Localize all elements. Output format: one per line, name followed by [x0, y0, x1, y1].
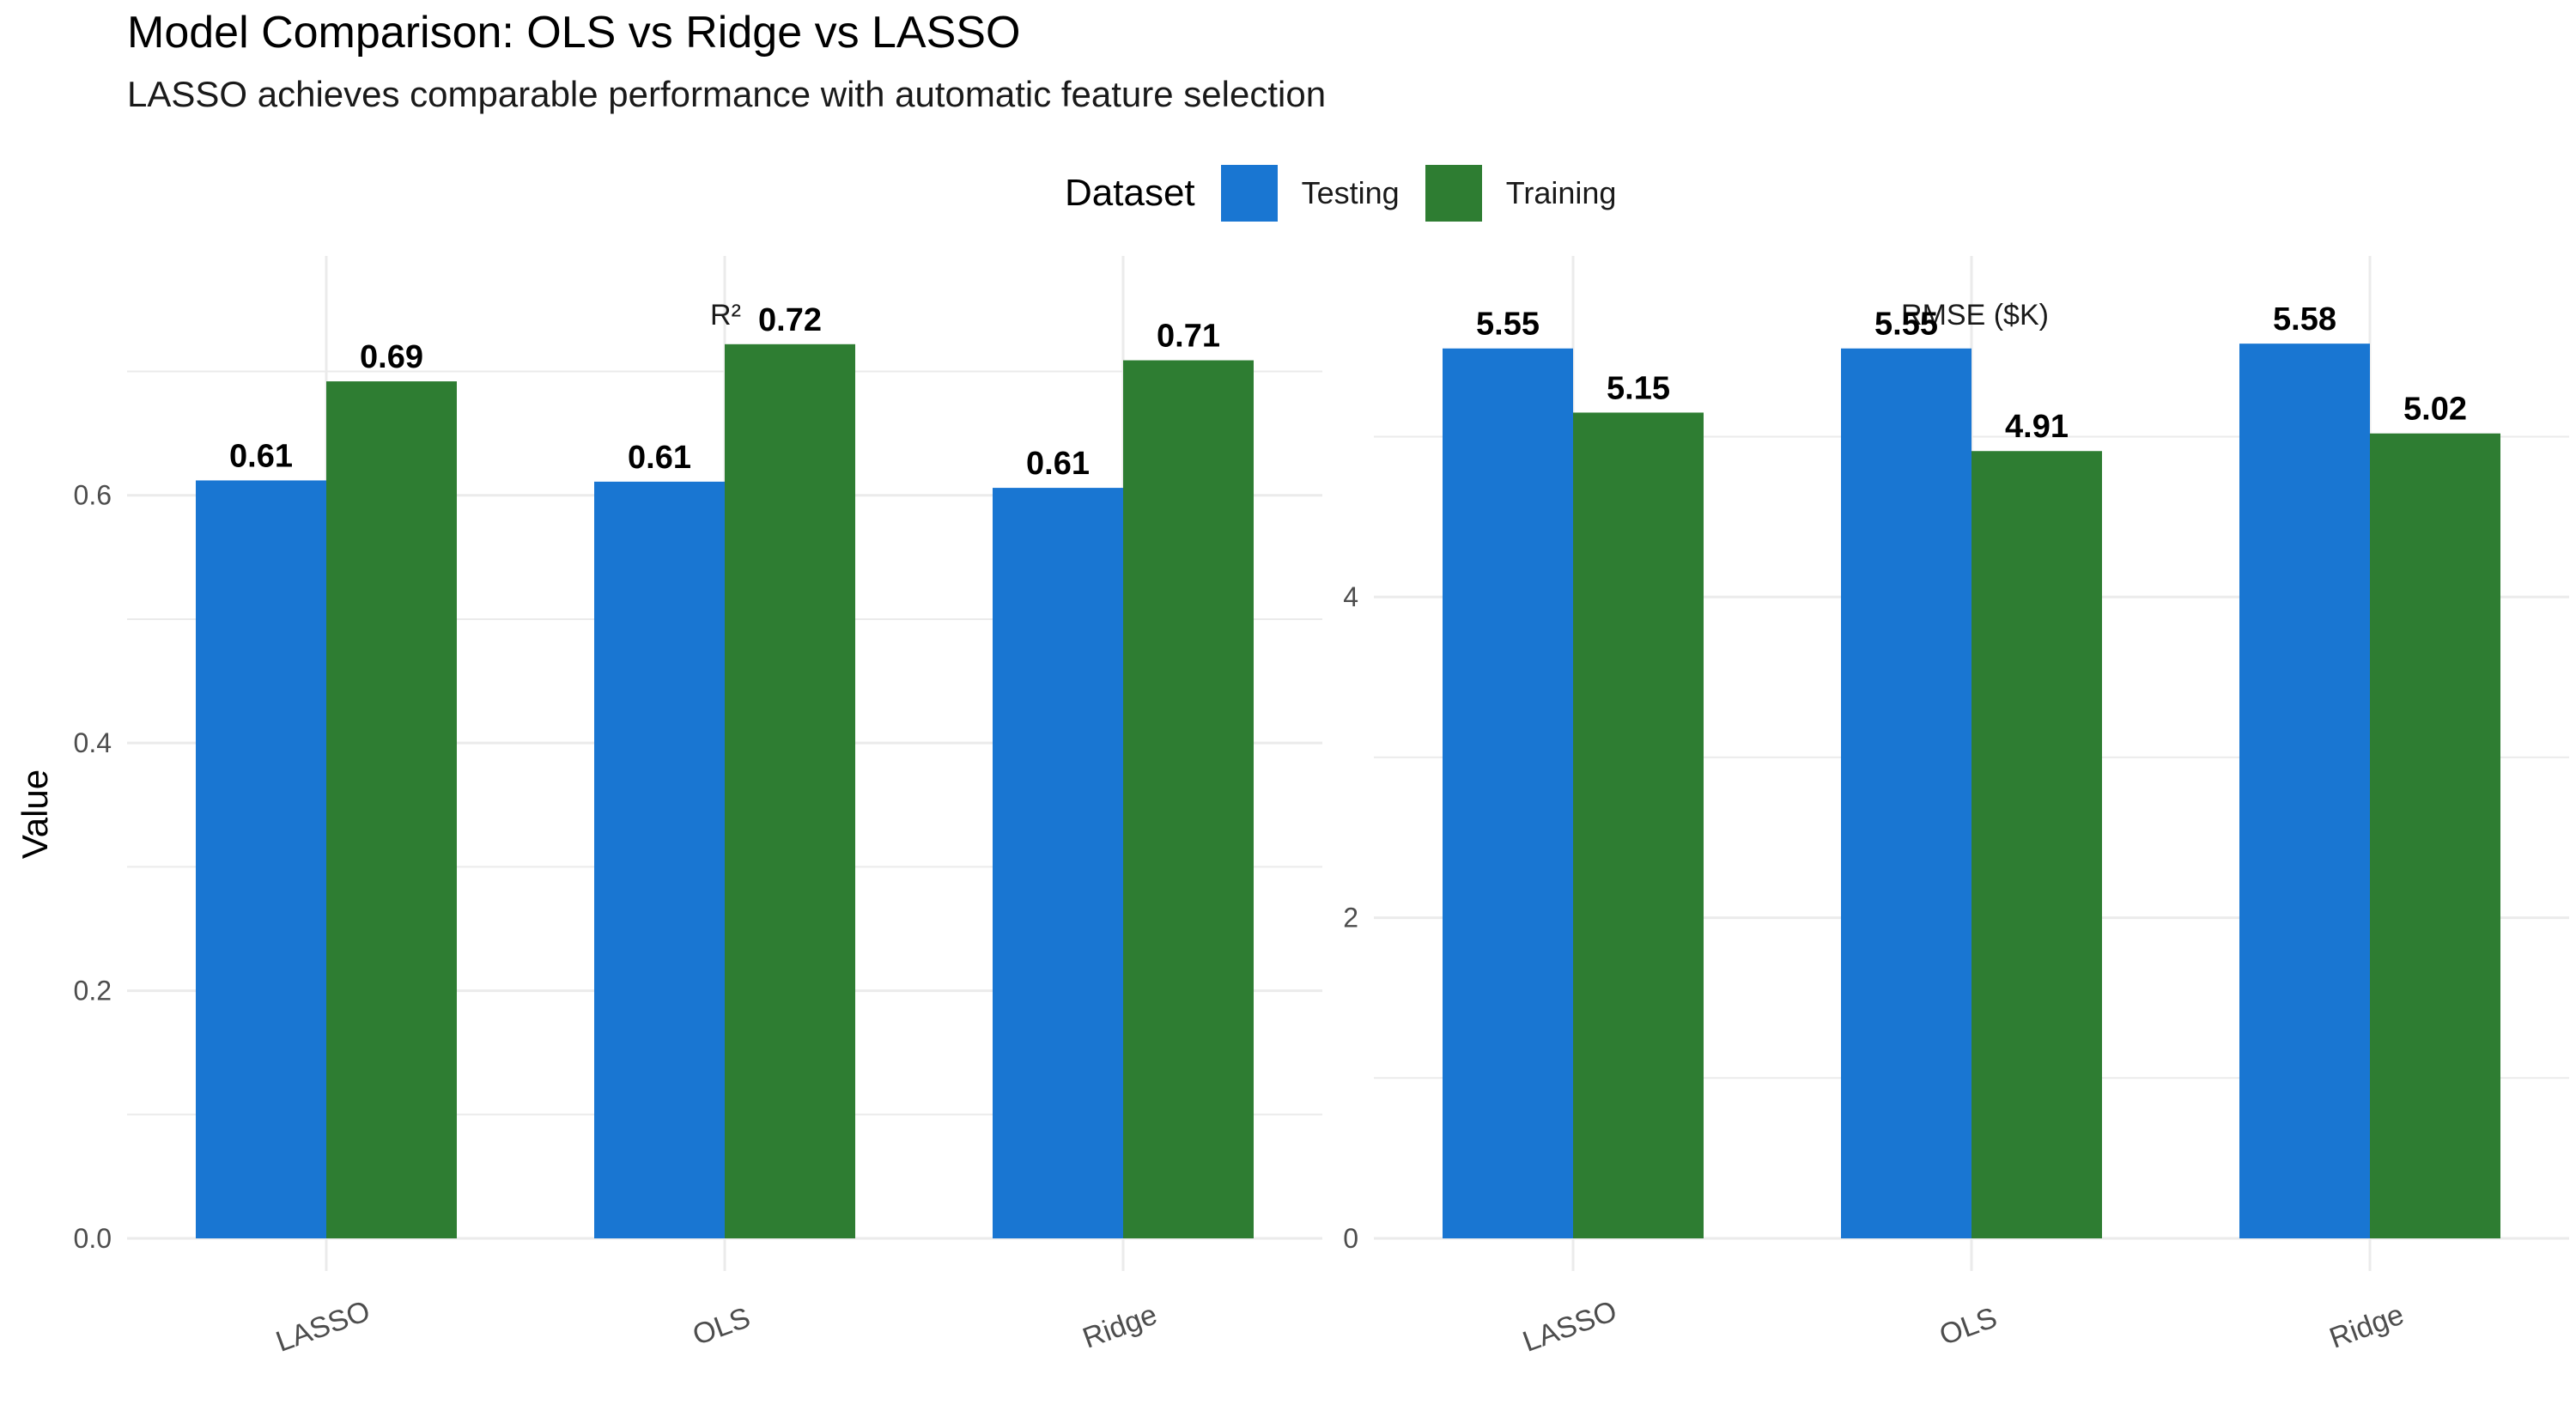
x-tick-label: Ridge: [1078, 1298, 1161, 1355]
bar-testing-lasso: [196, 480, 326, 1238]
bar-value-label: 4.91: [2005, 409, 2069, 445]
legend-key-testing: [1220, 165, 1278, 222]
bar-value-label: 0.61: [229, 438, 293, 474]
bar-training-ridge: [2370, 433, 2500, 1238]
bar-training-ols: [725, 344, 855, 1238]
x-tick-label: LASSO: [1518, 1294, 1621, 1358]
bar-testing-lasso: [1443, 348, 1573, 1239]
bar-testing-ridge: [2239, 344, 2370, 1239]
y-axis-title: Value: [15, 769, 55, 859]
panel-r2: 0.0 0.2 0.4 0.6 R² 0.61 0.61 0.61 0.69 0.72 0.71 LA…: [74, 256, 1322, 1359]
bar-value-label: 5.55: [1476, 307, 1540, 343]
y-tick-label: 0: [1343, 1223, 1358, 1254]
x-tick-label: OLS: [689, 1301, 755, 1352]
legend-key-training: [1425, 165, 1482, 222]
legend-label-testing: Testing: [1301, 175, 1400, 210]
x-tick-label: LASSO: [271, 1294, 374, 1358]
legend: Dataset Testing Training: [1065, 165, 1642, 222]
bar-value-label: 5.15: [1607, 370, 1670, 406]
bar-testing-ols: [594, 481, 725, 1238]
y-tick-label: 2: [1343, 903, 1358, 934]
bar-value-label: 0.69: [360, 339, 423, 375]
y-tick-label: 0.6: [74, 480, 112, 511]
bar-testing-ols: [1841, 348, 1971, 1239]
bar-value-label: 0.61: [628, 440, 691, 476]
bar-training-lasso: [1573, 412, 1704, 1238]
bar-value-label: 0.61: [1026, 446, 1090, 482]
bar-training-ridge: [1123, 360, 1254, 1238]
y-tick-label: 0.0: [74, 1223, 112, 1254]
bar-value-label: 0.71: [1157, 319, 1220, 355]
facet-label: RMSE ($K): [1901, 299, 2049, 331]
y-tick-label: 0.2: [74, 976, 112, 1006]
chart-subtitle: LASSO achieves comparable performance wi…: [127, 74, 1327, 114]
bar-value-label: 5.58: [2273, 301, 2336, 338]
bar-value-label: 5.02: [2403, 392, 2467, 428]
bar-training-ols: [1971, 451, 2102, 1238]
legend-label-training: Training: [1505, 175, 1617, 210]
bar-testing-ridge: [993, 488, 1123, 1238]
facet-label: R²: [710, 299, 741, 331]
bar-training-lasso: [326, 381, 457, 1238]
bar-value-label: 0.72: [758, 302, 822, 338]
legend-title: Dataset: [1065, 172, 1195, 214]
x-tick-label: Ridge: [2325, 1298, 2408, 1355]
chart-title: Model Comparison: OLS vs Ridge vs LASSO: [127, 8, 1021, 58]
y-tick-label: 4: [1343, 581, 1358, 612]
y-tick-label: 0.4: [74, 727, 112, 758]
x-tick-label: OLS: [1935, 1301, 2002, 1352]
bar-value-label: 5.55: [1874, 307, 1938, 343]
